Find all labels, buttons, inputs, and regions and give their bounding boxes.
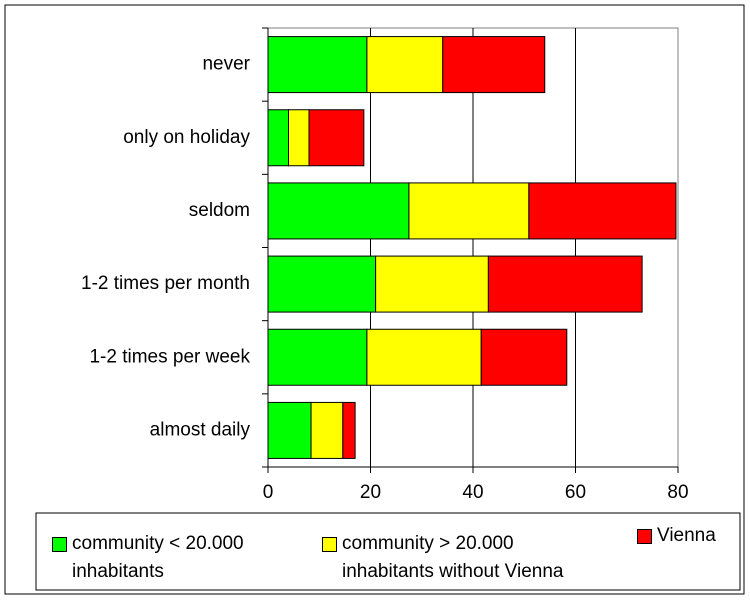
bar-segment [267,401,312,459]
bar-segment [267,255,377,313]
legend-item: community < 20.000 inhabitants [52,530,292,586]
y-tick-label: seldom [189,200,250,221]
x-tick-label: 60 [565,482,586,503]
x-tick-label: 20 [360,482,381,503]
bar-segment [267,36,368,94]
y-tick-label: almost daily [150,419,251,440]
bar-segment [408,182,530,240]
y-tick-label: 1-2 times per week [89,346,250,367]
bar-segment [366,328,482,386]
bar-segment [288,109,310,167]
bar-segment [366,36,444,94]
bar-segment [528,182,677,240]
bar-segment [375,255,489,313]
legend-swatch [52,537,67,552]
legend-swatch [322,537,337,552]
bar-segment [487,255,643,313]
bar-segment [267,328,368,386]
legend-swatch [637,529,652,544]
bar-segment [267,182,410,240]
y-tick-label: only on holiday [123,127,250,148]
legend-label: community > 20.000 inhabitants without V… [342,533,564,582]
legend-item: community > 20.000 inhabitants without V… [322,530,592,586]
bar-segment [342,401,356,459]
bar-segment [308,109,365,167]
bar-segment [267,109,289,167]
x-tick-label: 80 [667,482,688,503]
bar-segment [442,36,546,94]
legend-label: community < 20.000 inhabitants [72,533,244,582]
legend-item: Vienna [637,522,737,550]
legend-label: Vienna [657,525,716,546]
y-tick-label: never [202,54,250,75]
y-tick-label: 1-2 times per month [81,273,250,294]
x-tick-label: 0 [263,482,274,503]
x-tick-label: 40 [462,482,483,503]
legend-box [35,512,741,591]
bar-segment [310,401,344,459]
bar-segment [480,328,568,386]
